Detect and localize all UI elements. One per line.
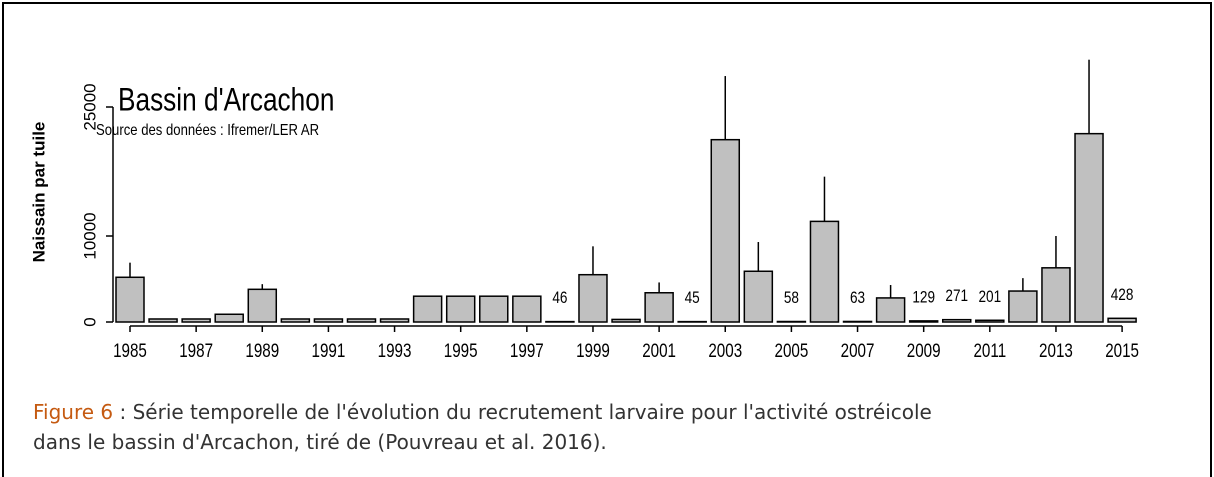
bar: [743, 270, 774, 323]
value-label: 428: [1111, 285, 1134, 304]
x-tick-label: 2011: [973, 339, 1006, 361]
bar: [313, 318, 344, 323]
value-label: 45: [685, 289, 700, 308]
bar: [975, 319, 1005, 323]
value-label: 129: [912, 288, 935, 307]
x-tick-label: 2009: [907, 339, 941, 361]
y-tick-label: 10000: [80, 212, 99, 259]
caption-text: dans le bassin d'Arcachon, tiré de (Pouv…: [33, 430, 607, 454]
bar: [115, 276, 145, 323]
bar: [280, 318, 311, 323]
x-tick-label: 1993: [378, 339, 412, 361]
bar: [809, 220, 840, 323]
value-label: 63: [850, 289, 865, 308]
value-label: 46: [552, 289, 567, 308]
bar: [479, 295, 509, 323]
bar: [214, 313, 244, 323]
bar: [644, 292, 674, 323]
bar: [578, 273, 608, 323]
chart-subtitle: Source des données : Ifremer/LER AR: [96, 122, 319, 139]
bar: [181, 318, 211, 323]
value-label: 271: [945, 287, 968, 306]
caption-text: : Série temporelle de l'évolution du rec…: [113, 400, 932, 424]
x-tick-label: 1985: [113, 339, 147, 361]
x-tick-label: 1999: [576, 339, 610, 361]
y-tick-label: 25000: [80, 83, 99, 130]
value-label: 201: [978, 287, 1001, 306]
value-label: 58: [784, 289, 799, 308]
bar: [1008, 290, 1038, 323]
x-tick-label: 2013: [1039, 339, 1073, 361]
bar: [346, 318, 377, 323]
bar: [1107, 317, 1137, 323]
bar: [842, 320, 873, 323]
x-tick-label: 2007: [841, 339, 875, 361]
bar: [611, 318, 641, 323]
x-tick-label: 2005: [775, 339, 809, 361]
bar: [379, 318, 410, 323]
bar: [247, 288, 278, 323]
bar: [445, 295, 476, 323]
bar: [942, 318, 972, 323]
bar: [148, 318, 178, 323]
x-tick-label: 2015: [1105, 339, 1139, 361]
bar: [875, 297, 906, 323]
bar: [412, 295, 443, 323]
x-tick-label: 1995: [444, 339, 478, 361]
x-tick-label: 1997: [510, 339, 544, 361]
caption: Figure 6 : Série temporelle de l'évoluti…: [33, 400, 932, 424]
x-tick-label: 1987: [179, 339, 213, 361]
bar: [710, 138, 741, 323]
x-tick-label: 2003: [708, 339, 742, 361]
caption-label: Figure 6: [33, 400, 113, 424]
x-tick-label: 2001: [642, 339, 676, 361]
x-tick-label: 1989: [245, 339, 279, 361]
x-tick-label: 1991: [312, 339, 346, 361]
y-axis-label: Naissain par tuile: [29, 122, 48, 263]
bar: [512, 295, 542, 323]
bar: [908, 320, 939, 323]
bar: [1074, 132, 1104, 323]
bar: [1041, 267, 1071, 323]
y-tick-label: 0: [80, 317, 99, 326]
chart-title: Bassin d'Arcachon: [118, 83, 334, 118]
